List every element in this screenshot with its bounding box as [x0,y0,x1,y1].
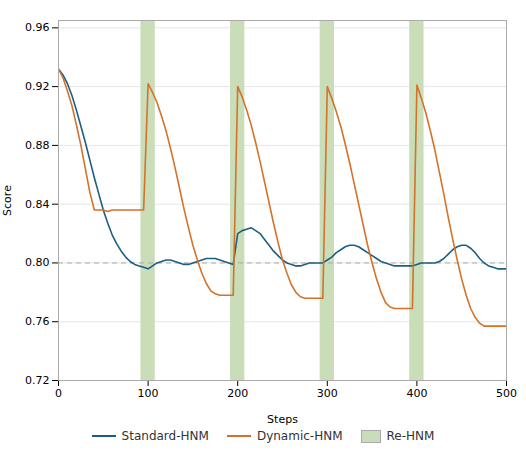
svg-text:0: 0 [55,387,62,400]
svg-text:500: 500 [496,387,517,400]
html-text:Standard-HNM: Standard-HNM [121,429,209,443]
svg-text:0.72: 0.72 [25,374,50,387]
svg-text:Steps: Steps [267,413,298,426]
svg-text:Score: Score [1,185,14,216]
svg-text:200: 200 [227,387,248,400]
html-text:Dynamic-HNM: Dynamic-HNM [256,429,343,443]
svg-text:0.80: 0.80 [25,256,50,269]
svg-text:300: 300 [317,387,338,400]
svg-text:0.76: 0.76 [25,315,50,328]
svg-text:0.92: 0.92 [25,80,50,93]
svg-text:0.88: 0.88 [25,139,50,152]
svg-text:400: 400 [406,387,427,400]
svg-text:100: 100 [138,387,159,400]
svg-text:0.96: 0.96 [25,21,50,34]
svg-text:0.84: 0.84 [25,198,50,211]
html-text:Re-HNM: Re-HNM [386,429,435,443]
